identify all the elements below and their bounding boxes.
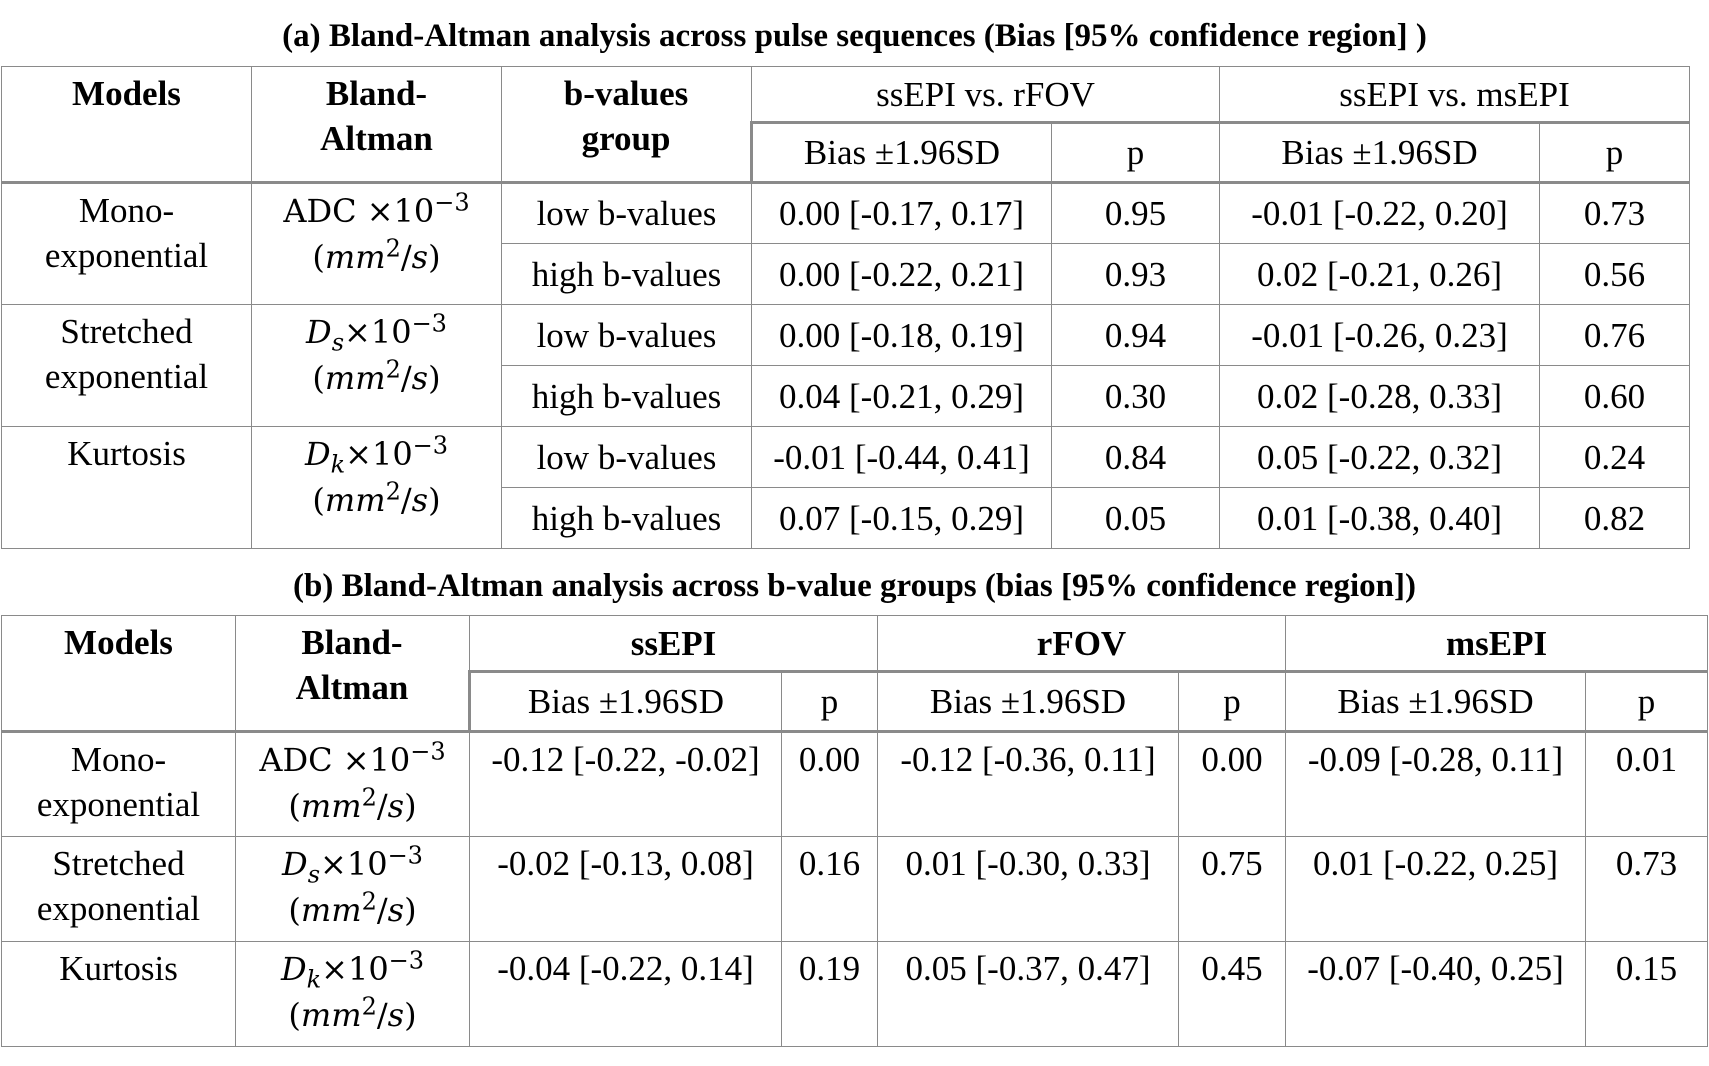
header-group-ssepi-rfov: ssEPI vs. rFOV bbox=[750, 66, 1221, 124]
header-p: p bbox=[781, 671, 878, 733]
p-cell: 0.75 bbox=[1177, 836, 1287, 942]
p-cell: 0.01 bbox=[1585, 731, 1709, 837]
header-bias: Bias ±1.96SD bbox=[750, 122, 1052, 184]
ba-metric: ADC ×10−3 (mm2/s) bbox=[251, 182, 502, 305]
bias-cell: 0.01 [-0.38, 0.40] bbox=[1219, 487, 1541, 549]
model-name: Kurtosis bbox=[1, 426, 252, 549]
bias-cell: -0.02 [-0.13, 0.08] bbox=[469, 836, 782, 942]
header-bias: Bias ±1.96SD bbox=[468, 671, 782, 733]
p-cell: 0.00 bbox=[1177, 731, 1287, 837]
model-name: Kurtosis bbox=[1, 941, 236, 1047]
bvalue-group: high b-values bbox=[501, 487, 752, 549]
p-cell: 0.45 bbox=[1177, 941, 1287, 1047]
model-name: Stretched exponential bbox=[1, 836, 236, 942]
bvalue-group: low b-values bbox=[501, 426, 752, 488]
p-cell: 0.00 bbox=[781, 731, 878, 837]
bias-cell: 0.02 [-0.21, 0.26] bbox=[1219, 243, 1541, 305]
bias-cell: -0.01 [-0.22, 0.20] bbox=[1219, 182, 1541, 244]
bias-cell: -0.04 [-0.22, 0.14] bbox=[469, 941, 782, 1047]
p-cell: 0.30 bbox=[1050, 365, 1221, 427]
p-cell: 0.95 bbox=[1050, 182, 1221, 244]
p-cell: 0.73 bbox=[1539, 182, 1691, 244]
table-b: Models Bland- Altman ssEPI rFOV msEPI Bia… bbox=[1, 615, 1709, 1047]
p-cell: 0.84 bbox=[1050, 426, 1221, 488]
p-cell: 0.05 bbox=[1050, 487, 1221, 549]
header-msepi: msEPI bbox=[1285, 615, 1709, 673]
p-cell: 0.15 bbox=[1585, 941, 1709, 1047]
ba-metric: Dk×10−3 (mm2/s) bbox=[235, 941, 470, 1047]
p-cell: 0.24 bbox=[1539, 426, 1691, 488]
header-models: Models bbox=[1, 66, 252, 184]
header-models: Models bbox=[1, 615, 236, 733]
bias-cell: -0.07 [-0.40, 0.25] bbox=[1285, 941, 1587, 1047]
bvalue-group: high b-values bbox=[501, 243, 752, 305]
header-p: p bbox=[1050, 122, 1221, 184]
header-p: p bbox=[1177, 671, 1287, 733]
p-cell: 0.73 bbox=[1585, 836, 1709, 942]
bias-cell: 0.05 [-0.37, 0.47] bbox=[877, 941, 1179, 1047]
ba-metric: ADC ×10−3 (mm2/s) bbox=[235, 731, 470, 837]
p-cell: 0.56 bbox=[1539, 243, 1691, 305]
model-name: Stretched exponential bbox=[1, 304, 252, 427]
bias-cell: 0.02 [-0.28, 0.33] bbox=[1219, 365, 1541, 427]
ba-metric: Ds×10−3 (mm2/s) bbox=[251, 304, 502, 427]
header-bvalues-group: b-values group bbox=[501, 66, 752, 184]
ba-metric: Ds×10−3 (mm2/s) bbox=[235, 836, 470, 942]
table-b-caption: (b) Bland-Altman analysis across b-value… bbox=[293, 568, 1416, 604]
bvalue-group: high b-values bbox=[501, 365, 752, 427]
p-cell: 0.94 bbox=[1050, 304, 1221, 366]
model-name: Mono-exponential bbox=[1, 731, 236, 837]
table-a: Models Bland- Altman b-values group ssEPI … bbox=[1, 66, 1691, 549]
p-cell: 0.93 bbox=[1050, 243, 1221, 305]
bias-cell: -0.12 [-0.36, 0.11] bbox=[877, 731, 1179, 837]
header-bias: Bias ±1.96SD bbox=[1285, 671, 1587, 733]
bias-cell: -0.12 [-0.22, -0.02] bbox=[469, 731, 782, 837]
bias-cell: 0.04 [-0.21, 0.29] bbox=[751, 365, 1052, 427]
header-bias: Bias ±1.96SD bbox=[1219, 122, 1541, 184]
header-ssepi: ssEPI bbox=[469, 615, 878, 673]
bias-cell: -0.01 [-0.44, 0.41] bbox=[751, 426, 1052, 488]
bias-cell: 0.07 [-0.15, 0.29] bbox=[751, 487, 1052, 549]
header-bias: Bias ±1.96SD bbox=[877, 671, 1179, 733]
bias-cell: 0.00 [-0.18, 0.19] bbox=[751, 304, 1052, 366]
bias-cell: 0.01 [-0.22, 0.25] bbox=[1285, 836, 1587, 942]
header-p: p bbox=[1585, 671, 1709, 733]
bias-cell: 0.00 [-0.22, 0.21] bbox=[751, 243, 1052, 305]
header-bland-altman: Bland- Altman bbox=[251, 66, 502, 184]
p-cell: 0.76 bbox=[1539, 304, 1691, 366]
table-a-caption: (a) Bland-Altman analysis across pulse s… bbox=[282, 18, 1427, 54]
bvalue-group: low b-values bbox=[501, 304, 752, 366]
bias-cell: -0.09 [-0.28, 0.11] bbox=[1285, 731, 1587, 837]
header-p: p bbox=[1539, 122, 1691, 184]
p-cell: 0.82 bbox=[1539, 487, 1691, 549]
model-name: Mono-exponential bbox=[1, 182, 252, 305]
header-bland-altman: Bland- Altman bbox=[235, 615, 470, 733]
p-cell: 0.16 bbox=[781, 836, 878, 942]
ba-metric: Dk×10−3 (mm2/s) bbox=[251, 426, 502, 549]
p-cell: 0.60 bbox=[1539, 365, 1691, 427]
bvalue-group: low b-values bbox=[501, 182, 752, 244]
bias-cell: -0.01 [-0.26, 0.23] bbox=[1219, 304, 1541, 366]
bias-cell: 0.01 [-0.30, 0.33] bbox=[877, 836, 1179, 942]
header-rfov: rFOV bbox=[876, 615, 1287, 673]
bias-cell: 0.00 [-0.17, 0.17] bbox=[751, 182, 1052, 244]
p-cell: 0.19 bbox=[781, 941, 878, 1047]
bias-cell: 0.05 [-0.22, 0.32] bbox=[1219, 426, 1541, 488]
header-group-ssepi-msepi: ssEPI vs. msEPI bbox=[1219, 66, 1691, 124]
